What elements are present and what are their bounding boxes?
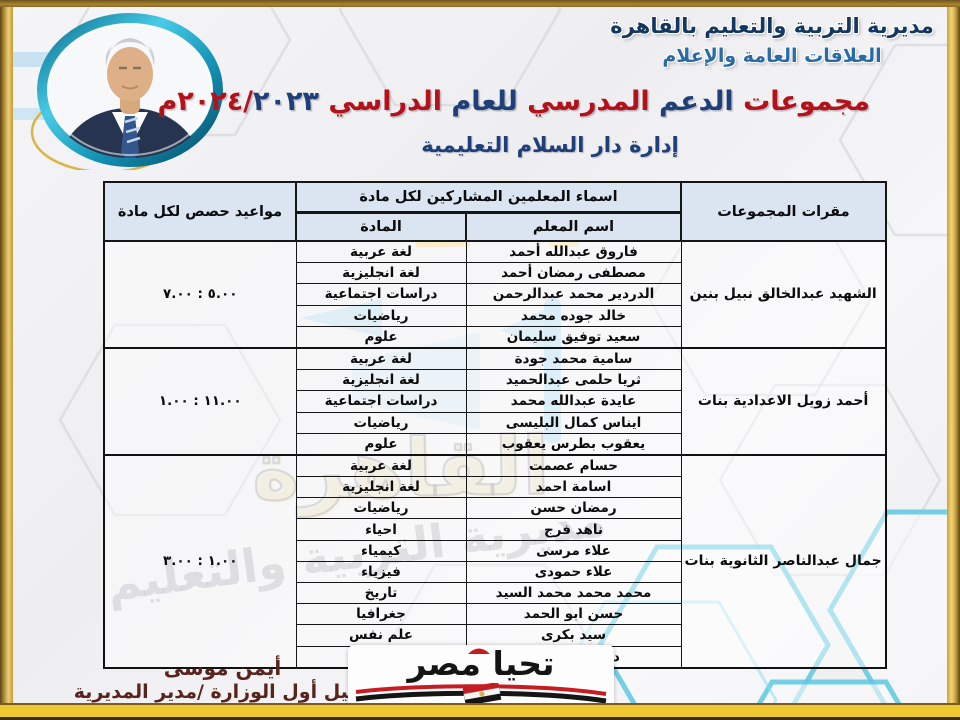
- header-subject: المادة: [295, 211, 467, 242]
- title-part: ٢٠٢٤/: [177, 86, 254, 117]
- org-department-line: العلاقات العامة والإعلام: [662, 45, 882, 67]
- table-container: مقرات المجموعات اسماء المعلمين المشاركين…: [103, 181, 887, 669]
- teacher-name-cell: فاروق عبدالله أحمد: [465, 240, 682, 264]
- teacher-name-cell: الدردير محمد عبدالرحمن: [465, 283, 682, 306]
- org-name-line: مديرية التربية والتعليم بالقاهرة: [610, 14, 934, 38]
- frame-border-left: [0, 0, 13, 720]
- teacher-name-cell: علاء مرسى: [465, 539, 682, 562]
- official-portrait-photo: [30, 13, 223, 170]
- table-row: ايناس كمال البليسى رياضيات: [104, 411, 886, 434]
- teacher-name-cell: رمضان حسن: [465, 497, 682, 520]
- subject-cell: تاريخ: [295, 581, 467, 605]
- subject-cell: لغة انجليزية: [295, 369, 467, 392]
- table-row: سعيد توفيق سليمان علوم: [104, 325, 886, 349]
- teacher-name-cell: ثريا حلمى عبدالحميد: [465, 369, 682, 392]
- subject-cell: لغة عربية: [295, 453, 467, 478]
- logo-flag-swoosh: [355, 681, 607, 706]
- teacher-name-cell: ايناس كمال البليسى: [465, 411, 682, 434]
- header-teachers-group: اسماء المعلمين المشاركين لكل مادة: [295, 181, 682, 214]
- subject-cell: لغة عربية: [295, 346, 467, 371]
- signature-name: أيمن موسى: [163, 656, 282, 680]
- table-row: ناهد فرج احياء: [104, 518, 886, 541]
- title-part: الدعم: [649, 86, 734, 117]
- teacher-name-cell: حسام عصمت: [465, 453, 682, 478]
- title-part: مجموعات: [733, 86, 870, 117]
- table-row: علاء مرسى كيمياء: [104, 539, 886, 562]
- frame-border-top: [0, 0, 960, 7]
- teacher-name-cell: مصطفى رمضان أحمد: [465, 262, 682, 285]
- table-row: الدردير محمد عبدالرحمن دراسات اجتماعية: [104, 283, 886, 306]
- subject-cell: علم نفس: [295, 624, 467, 647]
- subject-cell: علوم: [295, 325, 467, 349]
- subject-cell: لغة عربية: [295, 240, 467, 264]
- teacher-name-cell: خالد جوده محمد: [465, 304, 682, 327]
- teacher-name-cell: علاء حمودى: [465, 560, 682, 584]
- table-row: الشهيد عبدالخالق نبيل بنين فاروق عبدالله …: [103, 240, 887, 349]
- teacher-name-cell: عايدة عبدالله محمد: [465, 390, 682, 413]
- teacher-name-cell: سيد بكرى: [465, 624, 682, 647]
- subject-cell: لغة انجليزية: [295, 262, 467, 285]
- logo-red-crown-icon: [468, 648, 490, 654]
- tahya-misr-logo: تحيا مصر: [348, 645, 614, 711]
- table-row: جمال عبدالناصر الثانوية بنات حسام عصمت لغة…: [103, 453, 887, 669]
- table-row: عايدة عبدالله محمد دراسات اجتماعية: [104, 390, 886, 413]
- location-cell: أحمد زويل الاعدادية بنات: [680, 346, 887, 456]
- teacher-name-cell: ناهد فرج: [465, 518, 682, 541]
- support-groups-table: مقرات المجموعات اسماء المعلمين المشاركين…: [103, 181, 887, 669]
- signature-title: وكيل أول الوزارة /مدير المديرية: [73, 681, 372, 703]
- frame-border-bottom: [0, 703, 960, 720]
- title-part: للعام: [442, 86, 518, 117]
- signature-block: أيمن موسى وكيل أول الوزارة /مدير المديري…: [55, 656, 390, 703]
- table-row: علاء حمودى فيزياء: [104, 560, 886, 584]
- org-header: مديرية التربية والتعليم بالقاهرة العلاقا…: [602, 14, 942, 67]
- title-part: المدرسي: [517, 86, 650, 117]
- location-cell: الشهيد عبدالخالق نبيل بنين: [680, 240, 887, 349]
- header-teacher-name: اسم المعلم: [465, 211, 682, 242]
- header-times: مواعيد حصص لكل مادة: [103, 181, 297, 242]
- teacher-name-cell: سعيد توفيق سليمان: [465, 325, 682, 349]
- table-row: مصطفى رمضان أحمد لغة انجليزية: [104, 262, 886, 285]
- subject-cell: رياضيات: [295, 411, 467, 434]
- subject-cell: دراسات اجتماعية: [295, 283, 467, 306]
- subject-cell: احياء: [295, 518, 467, 541]
- teacher-name-cell: حسن ابو الحمد: [465, 603, 682, 626]
- location-cell: جمال عبدالناصر الثانوية بنات: [680, 453, 887, 669]
- frame-border-right: [947, 0, 960, 720]
- subject-cell: جغرافيا: [295, 603, 467, 626]
- title-part: ٢٠٢٣: [253, 86, 319, 117]
- time-cell: ١١.٠٠ : ١.٠٠: [103, 346, 297, 456]
- subject-cell: رياضيات: [295, 497, 467, 520]
- title-part: الدراسي: [318, 86, 443, 117]
- teacher-name-cell: اسامة احمد: [465, 476, 682, 499]
- subject-cell: دراسات اجتماعية: [295, 390, 467, 413]
- teacher-name-cell: يعقوب بطرس يعقوب: [465, 432, 682, 456]
- title-part: م: [157, 86, 178, 117]
- page-title: مجموعات الدعم المدرسي للعام الدراسي ٢٠٢٤…: [157, 86, 870, 117]
- header-locations: مقرات المجموعات: [680, 181, 887, 242]
- table-row: ثريا حلمى عبدالحميد لغة انجليزية: [104, 369, 886, 392]
- table-row: خالد جوده محمد رياضيات: [104, 304, 886, 327]
- time-cell: ١.٠٠ : ٣.٠٠: [103, 453, 297, 669]
- page-subtitle: إدارة دار السلام التعليمية: [421, 133, 679, 157]
- subject-cell: علوم: [295, 432, 467, 456]
- subject-cell: كيمياء: [295, 539, 467, 562]
- subject-cell: لغة انجليزية: [295, 476, 467, 499]
- teacher-name-cell: محمد محمد محمد السيد: [465, 581, 682, 605]
- time-cell: ٥.٠٠ : ٧.٠٠: [103, 240, 297, 349]
- subject-cell: فيزياء: [295, 560, 467, 584]
- table-row: أحمد زويل الاعدادية بنات سامية محمد جودة ل…: [103, 346, 887, 456]
- table-row: رمضان حسن رياضيات: [104, 497, 886, 520]
- teacher-name-cell: سامية محمد جودة: [465, 346, 682, 371]
- subject-cell: رياضيات: [295, 304, 467, 327]
- table-row: حسن ابو الحمد جغرافيا: [104, 603, 886, 626]
